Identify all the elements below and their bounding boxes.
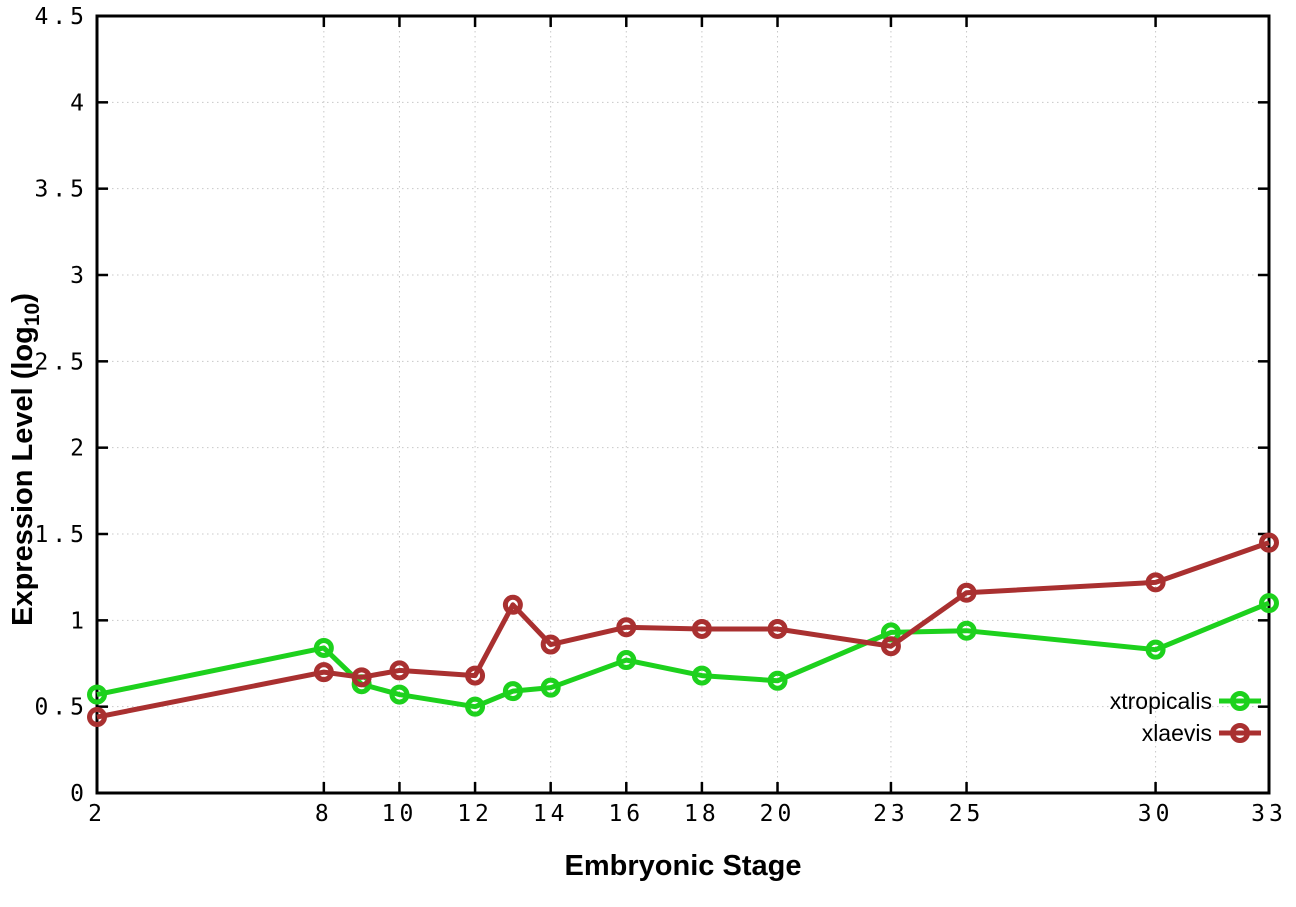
data-point-xlaevis xyxy=(389,660,410,681)
data-point-xlaevis xyxy=(616,617,637,638)
data-point-xlaevis xyxy=(767,618,788,639)
legend-entry-xlaevis: xlaevis xyxy=(1142,720,1261,746)
x-tick-label: 2 xyxy=(88,801,106,827)
plot-border xyxy=(95,14,1271,795)
series-line-xtropicalis xyxy=(96,600,1270,710)
data-point-xtropicalis xyxy=(502,681,523,702)
y-axis-title-subscript: 10 xyxy=(21,303,44,326)
y-tick-label: 3.5 xyxy=(34,177,88,203)
x-tick-label: 30 xyxy=(1138,801,1174,827)
data-point-xtropicalis xyxy=(616,650,637,671)
data-point-xlaevis xyxy=(465,665,486,686)
data-point-xlaevis xyxy=(1145,572,1166,593)
data-point-xlaevis xyxy=(880,636,901,657)
data-point-xtropicalis xyxy=(956,620,977,641)
x-tick-label: 18 xyxy=(684,801,720,827)
y-axis-title: Expression Level (log10) xyxy=(7,293,44,626)
data-point-xtropicalis xyxy=(691,665,712,686)
x-tick-label: 33 xyxy=(1251,801,1287,827)
y-tick-label: 4.5 xyxy=(34,4,88,30)
series-line-xlaevis xyxy=(96,540,1270,720)
data-point-xtropicalis xyxy=(87,684,107,705)
data-point-xlaevis xyxy=(540,634,561,655)
x-tick-label: 12 xyxy=(457,801,493,827)
data-point-xtropicalis xyxy=(389,684,410,705)
data-point-xlaevis xyxy=(351,667,372,688)
x-tick-label: 20 xyxy=(760,801,796,827)
x-tick-label: 10 xyxy=(382,801,418,827)
y-axis-title-end: ) xyxy=(7,293,39,303)
legend-sample-marker-xlaevis xyxy=(1230,723,1250,743)
data-point-xlaevis xyxy=(691,618,712,639)
legend-sample-marker-xtropicalis xyxy=(1230,691,1250,711)
legend-label-xtropicalis: xtropicalis xyxy=(1110,688,1212,714)
data-point-xlaevis xyxy=(313,662,334,683)
y-axis-title-main: Expression Level (log xyxy=(7,326,39,626)
y-tick-label: 0.5 xyxy=(34,695,88,721)
data-point-xtropicalis xyxy=(540,677,561,698)
x-tick-label: 16 xyxy=(608,801,644,827)
x-axis-title: Embryonic Stage xyxy=(565,850,802,882)
x-tick-label: 25 xyxy=(949,801,985,827)
y-tick-label: 4 xyxy=(70,90,88,116)
data-point-xtropicalis xyxy=(1145,639,1166,660)
legend-entry-xtropicalis: xtropicalis xyxy=(1110,688,1261,714)
y-tick-label: 3 xyxy=(70,263,88,289)
data-point-xlaevis xyxy=(1259,532,1279,553)
x-tick-label: 14 xyxy=(533,801,569,827)
legend-label-xlaevis: xlaevis xyxy=(1142,720,1212,746)
data-point-xtropicalis xyxy=(313,637,334,658)
y-tick-label: 2 xyxy=(70,436,88,462)
data-point-xlaevis xyxy=(87,707,107,728)
y-tick-label: 2.5 xyxy=(34,349,88,375)
x-tick-label: 23 xyxy=(873,801,909,827)
data-point-xlaevis xyxy=(956,582,977,603)
data-point-xtropicalis xyxy=(1259,593,1279,614)
y-tick-label: 0 xyxy=(70,781,88,807)
y-tick-label: 1 xyxy=(70,608,88,634)
data-point-xtropicalis xyxy=(767,670,788,691)
data-point-xlaevis xyxy=(502,594,523,615)
x-tick-label: 8 xyxy=(315,801,333,827)
y-tick-label: 1.5 xyxy=(34,522,88,548)
data-point-xtropicalis xyxy=(465,696,486,717)
